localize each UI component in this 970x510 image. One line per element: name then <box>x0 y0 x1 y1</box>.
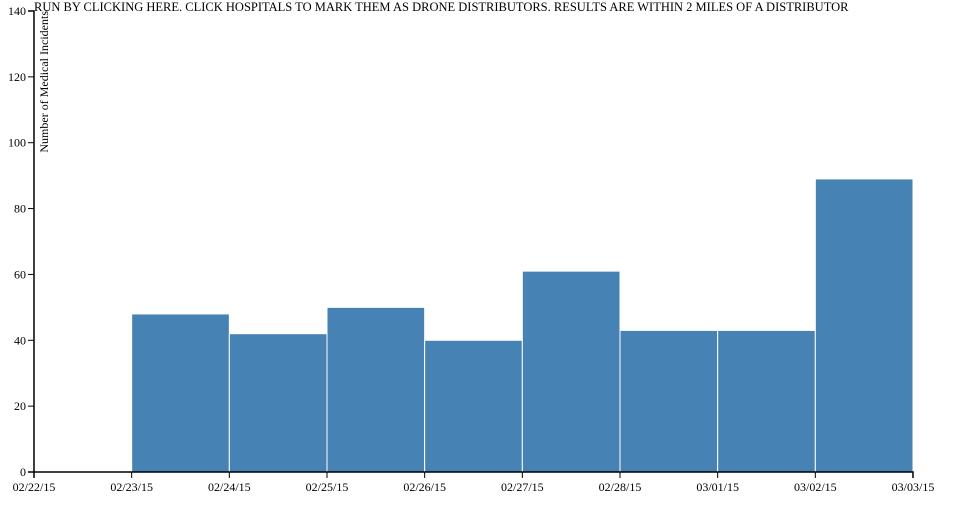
bar-7 <box>717 329 816 473</box>
bars-group <box>131 178 914 473</box>
x-tick-label-2: 02/24/15 <box>208 480 251 494</box>
bar-6 <box>619 329 719 473</box>
y-axis-line <box>28 10 35 473</box>
bar-4 <box>424 339 523 473</box>
x-axis-line <box>33 471 914 478</box>
y-axis-label: Number of Medical Incidents <box>37 11 51 153</box>
bar-1 <box>131 313 230 473</box>
x-tick-label-5: 02/27/15 <box>501 480 544 494</box>
x-tick-label-3: 02/25/15 <box>306 480 349 494</box>
x-tick-label-8: 03/02/15 <box>794 480 837 494</box>
bar-5 <box>521 270 621 473</box>
y-tick-label-0: 0 <box>20 465 26 479</box>
run-link[interactable]: RUN BY CLICKING HERE. CLICK HOSPITALS TO… <box>34 0 849 14</box>
y-tick-label-6: 120 <box>8 70 26 84</box>
y-tick-label-4: 80 <box>14 202 26 216</box>
bar-8 <box>814 178 914 473</box>
y-tick-label-1: 20 <box>14 399 26 413</box>
x-tick-label-6: 02/28/15 <box>599 480 642 494</box>
x-axis: 02/22/15 02/23/15 02/24/15 02/25/15 02/26/15… <box>13 471 935 494</box>
x-tick-label-7: 03/01/15 <box>696 480 739 494</box>
x-tick-label-0: 02/22/15 <box>13 480 56 494</box>
y-tick-label-3: 60 <box>14 267 26 281</box>
y-tick-label-2: 40 <box>14 333 26 347</box>
bar-2 <box>228 333 328 473</box>
x-tick-label-1: 02/23/15 <box>110 480 153 494</box>
x-tick-label-9: 03/03/15 <box>892 480 935 494</box>
x-tick-label-4: 02/26/15 <box>403 480 446 494</box>
y-tick-label-5: 100 <box>8 136 26 150</box>
y-axis: 0 20 40 60 80 100 120 140 <box>8 4 35 479</box>
bar-3 <box>326 306 426 473</box>
y-tick-label-7: 140 <box>8 4 26 18</box>
